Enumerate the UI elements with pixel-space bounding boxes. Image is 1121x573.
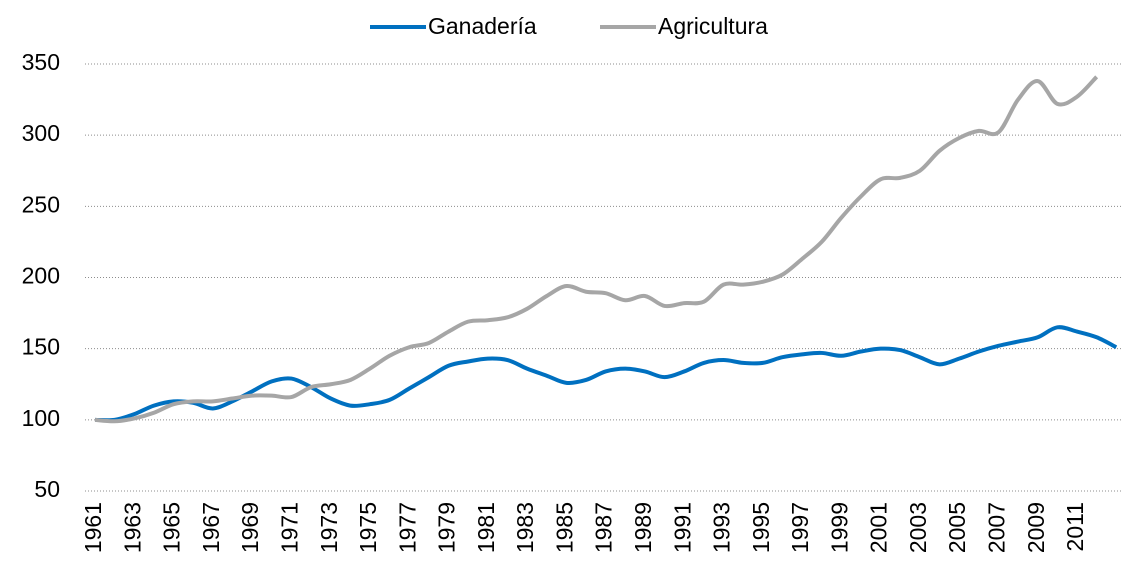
series-line — [94, 75, 1099, 424]
x-tick-label: 2005 — [944, 502, 970, 553]
x-tick-label: 1977 — [394, 502, 420, 553]
y-tick-label: 200 — [22, 263, 60, 289]
x-tick-label: 1965 — [159, 502, 185, 553]
x-tick-label: 1961 — [80, 502, 106, 553]
x-tick-label: 1997 — [787, 502, 813, 553]
legend-label: Ganadería — [428, 13, 537, 39]
x-tick-label: 1975 — [355, 502, 381, 553]
x-tick-label: 1981 — [473, 502, 499, 553]
x-tick-label: 1989 — [630, 502, 656, 553]
y-tick-label: 300 — [22, 120, 60, 146]
x-tick-label: 1991 — [669, 502, 695, 553]
x-tick-label: 2011 — [1062, 502, 1088, 551]
y-tick-label: 250 — [22, 191, 60, 217]
legend-label: Agricultura — [658, 13, 768, 39]
y-tick-label: 350 — [22, 49, 60, 75]
x-tick-label: 1985 — [551, 502, 577, 553]
x-tick-label: 1971 — [276, 502, 302, 553]
x-tick-label: 1963 — [119, 502, 145, 553]
y-tick-label: 100 — [22, 405, 60, 431]
x-tick-label: 1979 — [434, 502, 460, 553]
series-line — [94, 325, 1118, 423]
x-tick-label: 2001 — [866, 502, 892, 553]
x-tick-label: 1999 — [826, 502, 852, 553]
x-tick-label: 1967 — [198, 502, 224, 553]
x-tick-label: 1983 — [512, 502, 538, 553]
x-tick-label: 1973 — [316, 502, 342, 553]
y-tick-label: 150 — [22, 334, 60, 360]
x-tick-label: 1969 — [237, 502, 263, 553]
x-tick-label: 1995 — [748, 502, 774, 553]
x-tick-label: 2009 — [1023, 502, 1049, 553]
x-tick-label: 2003 — [905, 502, 931, 553]
y-tick-label: 50 — [34, 476, 60, 502]
x-tick-label: 2007 — [984, 502, 1010, 553]
x-tick-label: 1987 — [591, 502, 617, 553]
x-tick-label: 1993 — [709, 502, 735, 553]
